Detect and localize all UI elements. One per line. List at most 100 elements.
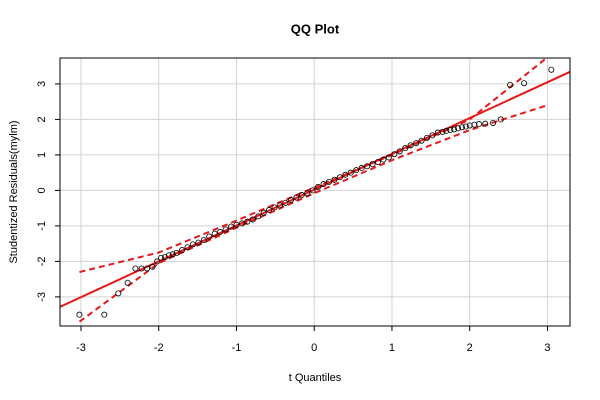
point [385, 154, 392, 161]
point [466, 122, 473, 129]
point [206, 233, 213, 240]
point [298, 192, 305, 199]
point [358, 165, 365, 172]
y-tick-label: 0 [36, 187, 48, 193]
y-tick-label: -1 [36, 221, 48, 231]
point [548, 66, 555, 73]
point [418, 137, 425, 144]
point [169, 251, 176, 258]
point [458, 124, 465, 131]
point [260, 209, 267, 216]
point [462, 123, 469, 130]
x-tick-label: -1 [232, 342, 242, 354]
point [101, 311, 108, 318]
point [451, 126, 458, 133]
point [521, 80, 528, 87]
point [471, 121, 478, 128]
point [228, 223, 235, 230]
point [238, 220, 245, 227]
y-tick-label: 2 [36, 116, 48, 122]
point [222, 226, 229, 233]
point [76, 311, 83, 318]
point [200, 237, 207, 244]
x-tick-label: 0 [311, 342, 317, 354]
point [342, 171, 349, 178]
point [132, 265, 139, 272]
point [149, 263, 156, 270]
plot-border [59, 57, 571, 327]
point [184, 244, 191, 251]
point [233, 221, 240, 228]
point [115, 290, 122, 297]
point [434, 129, 441, 136]
point [277, 202, 284, 209]
point [158, 254, 165, 261]
point [336, 174, 343, 181]
point [211, 230, 218, 237]
point [293, 194, 300, 201]
point [144, 265, 151, 272]
point [309, 187, 316, 194]
chart-title: QQ Plot [291, 21, 340, 36]
point [455, 125, 462, 132]
y-axis-label: Studentized Residuals(mylm) [8, 120, 20, 263]
point [423, 134, 430, 141]
point [244, 218, 251, 225]
point [507, 81, 514, 88]
point [353, 167, 360, 174]
point [396, 148, 403, 155]
plot-area [60, 58, 570, 323]
point [497, 116, 504, 123]
x-tick-label: 1 [389, 342, 395, 354]
point [189, 241, 196, 248]
point [124, 279, 131, 286]
point [407, 142, 414, 149]
point [165, 252, 172, 259]
y-tick-label: -2 [36, 257, 48, 267]
point [369, 161, 376, 168]
point [490, 119, 497, 126]
point [380, 156, 387, 163]
x-tick-label: 2 [467, 342, 473, 354]
point [331, 176, 338, 183]
grid [60, 58, 570, 326]
point [266, 206, 273, 213]
x-axis-label: t Quantiles [289, 372, 342, 384]
point [287, 196, 294, 203]
point [325, 178, 332, 185]
point [347, 169, 354, 176]
point [282, 199, 289, 206]
point [161, 254, 168, 261]
point [304, 190, 311, 197]
y-tick-label: 1 [36, 152, 48, 158]
x-tick-label: -3 [76, 342, 86, 354]
point [391, 151, 398, 158]
point [255, 213, 262, 220]
point [364, 163, 371, 170]
point [429, 132, 436, 139]
y-tick-label: -3 [36, 292, 48, 302]
point [179, 247, 186, 254]
point [315, 183, 322, 190]
axes: -3 -2 -1 0 1 2 3 -3 -2 -1 0 1 2 3 [36, 81, 551, 354]
point [374, 159, 381, 166]
point [443, 127, 450, 134]
point [173, 249, 180, 256]
point [154, 258, 161, 265]
point [439, 128, 446, 135]
point [447, 127, 454, 134]
x-tick-label: -2 [154, 342, 164, 354]
point [476, 121, 483, 128]
upper-band [79, 58, 549, 274]
point [482, 120, 489, 127]
point [249, 216, 256, 223]
lower-band [78, 104, 548, 323]
point [271, 204, 278, 211]
x-tick-label: 3 [544, 342, 550, 354]
point [217, 228, 224, 235]
point [195, 239, 202, 246]
y-tick-label: 3 [36, 81, 48, 87]
point [413, 140, 420, 147]
point [402, 145, 409, 152]
